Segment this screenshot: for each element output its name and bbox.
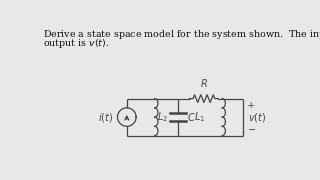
Text: +: + (247, 101, 255, 110)
Text: $-$: $-$ (247, 124, 256, 133)
Text: $v(t)$: $v(t)$ (248, 111, 267, 124)
Text: $L_2$: $L_2$ (157, 110, 168, 124)
Text: Derive a state space model for the system shown.  The input is $i(t)$ and the: Derive a state space model for the syste… (43, 28, 320, 41)
Text: $L_1$: $L_1$ (194, 110, 205, 124)
Text: $i(t)$: $i(t)$ (98, 111, 113, 124)
Text: $R$: $R$ (200, 77, 208, 89)
Text: $C$: $C$ (187, 111, 196, 123)
Text: output is $v(t)$.: output is $v(t)$. (43, 37, 110, 50)
